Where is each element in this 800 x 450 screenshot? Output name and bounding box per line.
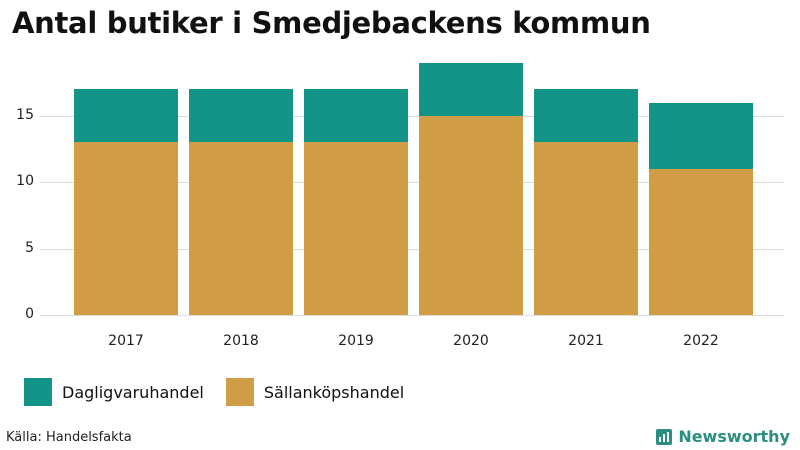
legend-label: Dagligvaruhandel bbox=[62, 382, 204, 402]
x-tick-label: 2021 bbox=[568, 333, 604, 349]
y-tick-label: 15 bbox=[16, 106, 34, 123]
x-tick-label: 2019 bbox=[338, 333, 374, 349]
legend-item-dagligvaruhandel: Dagligvaruhandel bbox=[24, 378, 204, 406]
brand-logo: Newsworthy bbox=[656, 427, 790, 446]
bar-segment bbox=[649, 169, 753, 315]
plot-area: 0 5 10 15 2017 2018 2019 2020 2021 2022 bbox=[16, 62, 784, 349]
legend-swatch-teal bbox=[24, 378, 52, 406]
bar-segment bbox=[649, 102, 753, 170]
gridline bbox=[40, 182, 784, 184]
legend-label: Sällanköpshandel bbox=[263, 382, 405, 402]
bar-segment bbox=[534, 142, 638, 315]
bar-segment bbox=[74, 142, 178, 315]
y-tick-label: 10 bbox=[16, 173, 34, 190]
bar-segment bbox=[534, 89, 638, 143]
gridline bbox=[40, 115, 784, 117]
legend: Dagligvaruhandel Sällanköpshandel bbox=[24, 378, 426, 406]
bar-chart-icon bbox=[656, 428, 673, 445]
gridline bbox=[40, 248, 784, 250]
bar-segment bbox=[419, 62, 523, 116]
bar-segment bbox=[74, 89, 178, 143]
bar-segment bbox=[189, 142, 293, 315]
chart-title: Antal butiker i Smedjebackens kommun bbox=[12, 6, 651, 40]
x-tick-label: 2022 bbox=[683, 333, 719, 349]
bar-2019 bbox=[304, 89, 408, 315]
bar-2022 bbox=[649, 102, 753, 315]
source-note: Källa: Handelsfakta bbox=[6, 430, 132, 445]
y-tick-label: 0 bbox=[25, 306, 34, 322]
bar-2021 bbox=[534, 89, 638, 315]
legend-item-sallankopshandel: Sällanköpshandel bbox=[225, 378, 405, 406]
brand-name: Newsworthy bbox=[678, 427, 790, 446]
bar-2020 bbox=[419, 62, 523, 315]
bar-segment bbox=[189, 89, 293, 143]
bar-segment bbox=[304, 142, 408, 315]
x-tick-label: 2020 bbox=[453, 333, 489, 349]
bar-segment bbox=[304, 89, 408, 143]
x-tick-label: 2017 bbox=[108, 333, 144, 349]
y-tick-label: 5 bbox=[25, 239, 34, 256]
bar-2018 bbox=[189, 89, 293, 315]
gridline bbox=[40, 315, 784, 316]
bar-2017 bbox=[74, 89, 178, 315]
x-tick-label: 2018 bbox=[223, 333, 259, 349]
legend-swatch-gold bbox=[225, 378, 254, 406]
bar-segment bbox=[419, 115, 523, 315]
